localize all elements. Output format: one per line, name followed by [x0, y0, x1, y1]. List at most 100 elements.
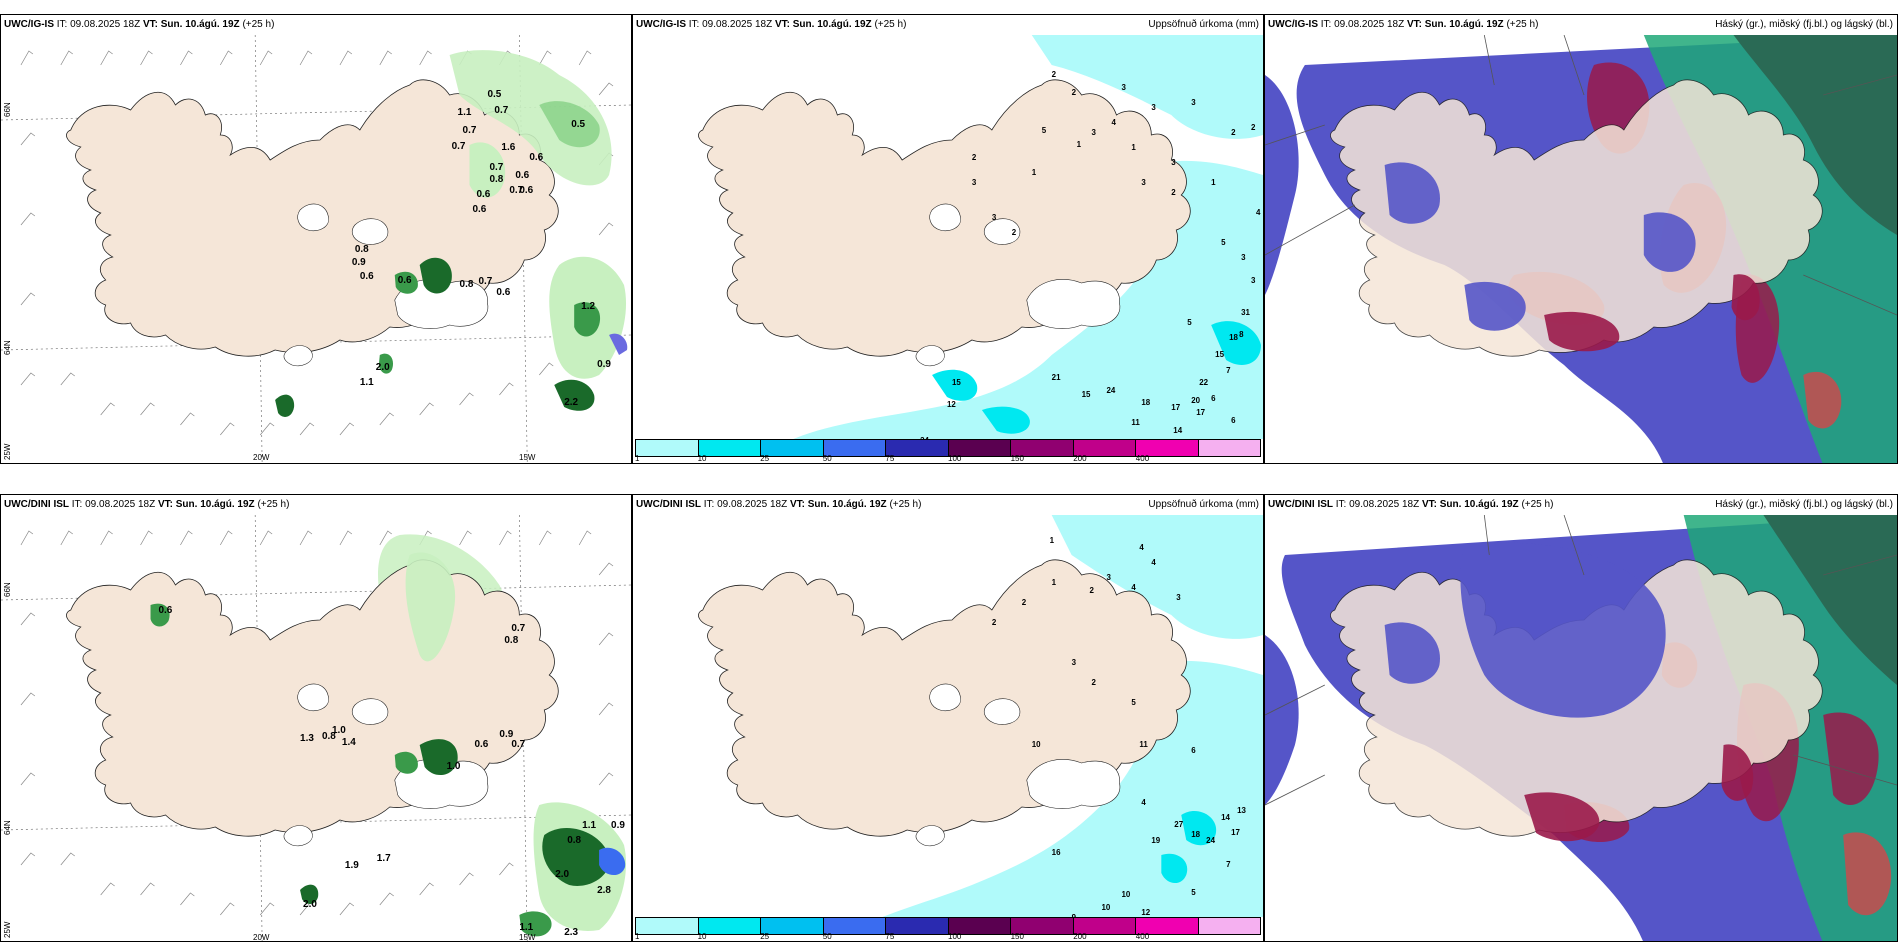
valid-time: Sun. 10.ágú. 19Z	[1439, 499, 1519, 510]
svg-text:1: 1	[1052, 578, 1057, 587]
colorbar-tick: 200	[1073, 454, 1087, 463]
lon-label-25w: 25W	[3, 921, 12, 938]
accum-precip-map: 2 2 3 3 3 3 2 2 3 5 4 1 1 2 3 1 3 2 3 2	[633, 35, 1263, 463]
colorbar-swatch	[698, 440, 761, 456]
svg-text:2.0: 2.0	[303, 899, 317, 910]
svg-text:0.9: 0.9	[499, 729, 513, 740]
svg-text:18: 18	[1229, 333, 1238, 342]
svg-text:4: 4	[1131, 583, 1136, 592]
lat-label-66n: 66N	[3, 582, 12, 597]
map-canvas[interactable]	[1265, 35, 1897, 463]
field-title: Háský (gr.), miðský (fj.bl.) og lágský (…	[1715, 499, 1893, 510]
precip-label: 0.9	[597, 359, 611, 370]
svg-text:15: 15	[1082, 390, 1091, 399]
panel-header: UWC/IG-IS IT: 09.08.2025 18Z VT: Sun. 10…	[633, 15, 1263, 35]
svg-text:27: 27	[1174, 820, 1183, 829]
svg-text:1: 1	[1050, 536, 1055, 545]
lat-label-64n: 64N	[3, 820, 12, 835]
svg-text:1.7: 1.7	[377, 853, 391, 864]
colorbar-tick: 25	[760, 932, 770, 941]
lat-label-66n: 66N	[3, 102, 12, 117]
colorbar-swatch	[1011, 440, 1074, 456]
svg-text:2: 2	[992, 618, 997, 627]
svg-text:6: 6	[1211, 394, 1216, 403]
svg-text:3: 3	[1072, 658, 1077, 667]
panel-header: UWC/DINI ISL IT: 09.08.2025 18Z VT: Sun.…	[1265, 495, 1897, 515]
cloud-map	[1265, 35, 1897, 463]
map-canvas[interactable]	[1265, 515, 1897, 941]
colorbar-swatch	[886, 440, 949, 456]
svg-text:1.0: 1.0	[332, 725, 346, 736]
colorbar-tick: 400	[1135, 454, 1150, 463]
svg-text:4: 4	[1141, 798, 1146, 807]
cloud-map	[1265, 515, 1897, 941]
init-time: 09.08.2025 18Z	[1349, 499, 1420, 510]
map-canvas[interactable]: 1 4 4 3 4 3 2 1 2 2 3 2 5 10 11 6 4 27 1…	[633, 515, 1263, 941]
colorbar-tick: 150	[1010, 932, 1024, 941]
lead-time: (+25 h)	[889, 499, 922, 510]
precip-max-labels: 0.7 0.8 0.6 1.3 0.8 1.0 1.4 0.6 0.9 0.7 …	[159, 605, 626, 938]
svg-text:5: 5	[1187, 318, 1192, 327]
precip-label: 1.6	[501, 142, 515, 153]
svg-text:3: 3	[1251, 276, 1256, 285]
panel-dini-wind-precip: UWC/DINI ISL IT: 09.08.2025 18Z VT: Sun.…	[0, 494, 632, 942]
precip-label: 0.8	[355, 244, 369, 255]
colorbar-tick: 50	[822, 454, 832, 463]
lead-time: (+25 h)	[257, 499, 290, 510]
map-canvas[interactable]: 0.7 0.8 0.6 1.3 0.8 1.0 1.4 0.6 0.9 0.7 …	[1, 515, 631, 941]
precip-areas	[150, 552, 627, 937]
svg-text:22: 22	[1199, 378, 1208, 387]
panel-header: UWC/DINI ISL IT: 09.08.2025 18Z VT: Sun.…	[1, 495, 631, 515]
valid-time: Sun. 10.ágú. 19Z	[175, 499, 255, 510]
it-label: IT:	[1320, 19, 1332, 30]
svg-text:11: 11	[1131, 418, 1140, 427]
lead-time: (+25 h)	[1506, 19, 1539, 30]
colorbar-swatch	[636, 918, 699, 934]
svg-text:5: 5	[1191, 888, 1196, 897]
lat-label-64n: 64N	[3, 340, 12, 355]
precip-colorbar: 1 10 25 50 75 100 150 200 400	[633, 917, 1263, 941]
svg-text:2: 2	[1012, 228, 1017, 237]
svg-text:2.3: 2.3	[564, 927, 578, 938]
svg-text:3: 3	[1106, 573, 1111, 582]
svg-text:5: 5	[1042, 126, 1047, 135]
colorbar-tick: 10	[697, 454, 707, 463]
precip-label: 0.6	[519, 185, 533, 196]
lead-time: (+25 h)	[242, 19, 275, 30]
precip-label: 1.1	[360, 377, 374, 388]
svg-text:1.1: 1.1	[519, 922, 533, 933]
panel-igis-accum-precip: UWC/IG-IS IT: 09.08.2025 18Z VT: Sun. 10…	[632, 14, 1264, 464]
svg-text:13: 13	[1237, 806, 1246, 815]
map-canvas[interactable]: 2 2 3 3 3 3 2 2 3 5 4 1 1 2 3 1 3 2 3 2	[633, 35, 1263, 463]
precip-label: 1.1	[458, 107, 472, 118]
svg-text:14: 14	[1221, 813, 1230, 822]
colorbar-swatch	[1136, 440, 1199, 456]
precip-label: 0.6	[515, 170, 529, 181]
svg-text:3: 3	[1171, 158, 1176, 167]
colorbar-swatch	[886, 918, 949, 934]
svg-text:3: 3	[1151, 103, 1156, 112]
panel-dini-clouds: UWC/DINI ISL IT: 09.08.2025 18Z VT: Sun.…	[1264, 494, 1898, 942]
svg-text:1.4: 1.4	[342, 737, 356, 748]
svg-text:18: 18	[1191, 830, 1200, 839]
precip-label: 2.2	[564, 397, 578, 408]
it-label: IT:	[688, 19, 700, 30]
colorbar-tick: 150	[1010, 454, 1024, 463]
colorbar-swatch	[761, 918, 824, 934]
valid-time: Sun. 10.ágú. 19Z	[160, 19, 240, 30]
svg-text:7: 7	[1226, 366, 1231, 375]
colorbar-swatch	[948, 440, 1011, 456]
svg-text:1.3: 1.3	[300, 733, 314, 744]
panel-header: UWC/IG-IS IT: 09.08.2025 18Z VT: Sun. 10…	[1265, 15, 1897, 35]
svg-text:1: 1	[1032, 168, 1037, 177]
init-time: 09.08.2025 18Z	[702, 19, 773, 30]
map-canvas[interactable]: 0.5 0.7 1.1 0.7 0.7 0.5 1.6 0.6 0.7 0.8 …	[1, 35, 631, 463]
lead-time: (+25 h)	[1521, 499, 1554, 510]
colorbar-swatch	[823, 440, 886, 456]
vt-label: VT:	[1406, 19, 1422, 30]
svg-text:24: 24	[1106, 386, 1115, 395]
model-name: UWC/IG-IS	[4, 19, 54, 30]
model-name: UWC/IG-IS	[636, 19, 686, 30]
colorbar-swatch	[1073, 440, 1136, 456]
svg-text:3: 3	[992, 213, 997, 222]
